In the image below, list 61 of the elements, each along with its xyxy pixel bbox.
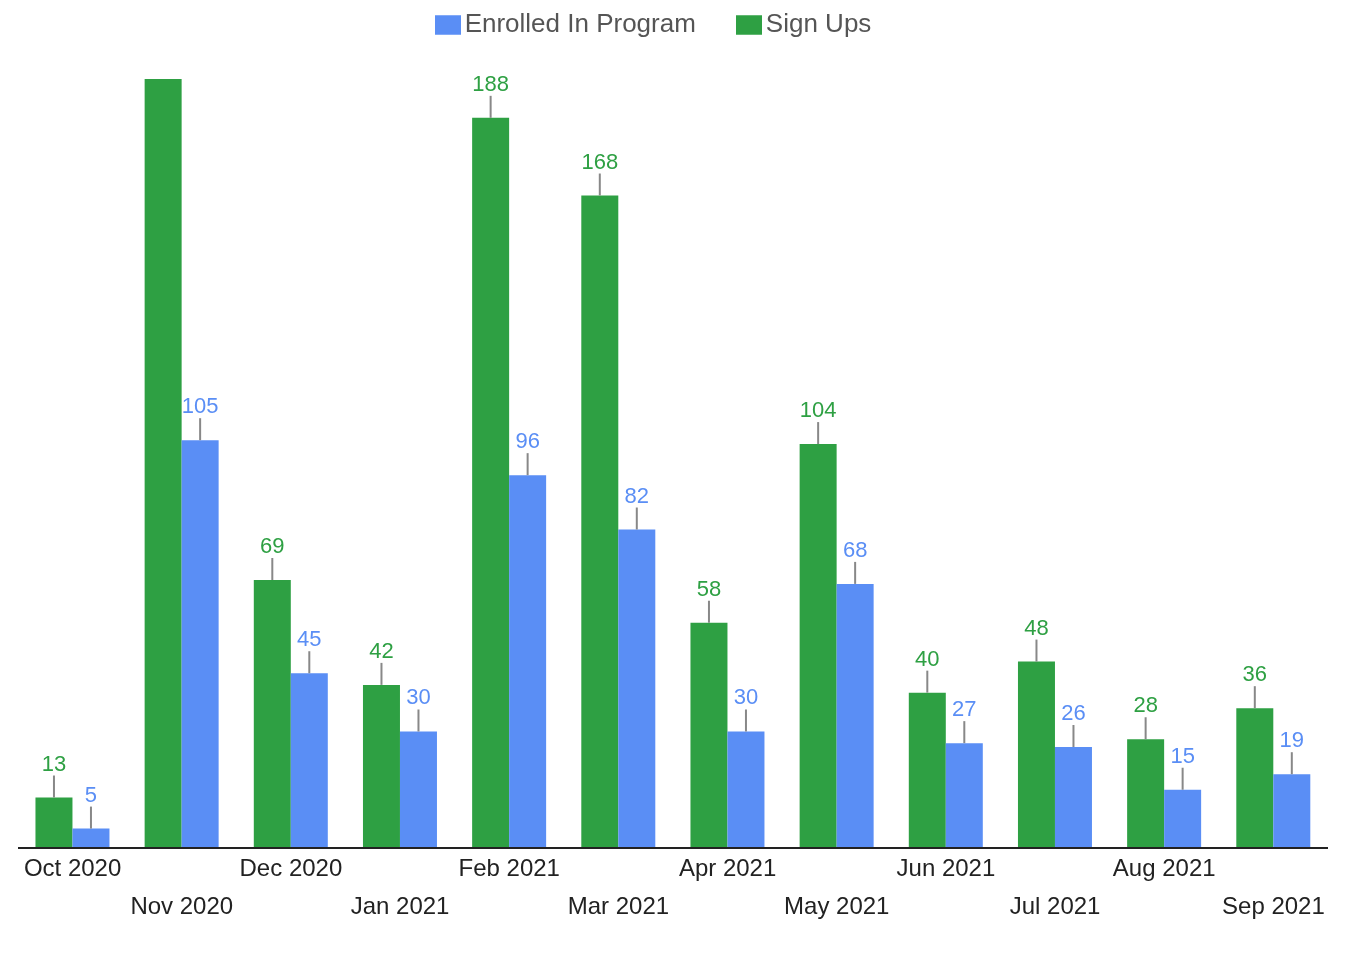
x-tick-label: Dec 2020 (239, 854, 343, 881)
data-label: 188 (472, 70, 509, 96)
bar (362, 684, 400, 848)
data-label: 36 (1242, 661, 1268, 687)
x-tick-label: Oct 2020 (23, 854, 122, 881)
legend-label: Enrolled In Program (464, 8, 696, 38)
data-label: 28 (1133, 692, 1158, 718)
data-label: 104 (799, 397, 837, 423)
x-tick-label: Nov 2020 (130, 892, 234, 919)
bar (472, 117, 510, 848)
data-label: 168 (581, 148, 619, 174)
bar (1054, 747, 1092, 848)
x-tick-label: Jul 2021 (1009, 892, 1101, 919)
bar (908, 692, 946, 848)
bar (1236, 708, 1274, 848)
data-label: 96 (515, 428, 540, 454)
bar (618, 529, 656, 848)
data-label: 19 (1279, 727, 1305, 753)
bar (399, 731, 437, 848)
bar (799, 444, 837, 848)
data-label: 40 (915, 645, 940, 671)
data-label: 68 (842, 536, 868, 562)
bar (581, 195, 619, 848)
x-tick-label: Apr 2021 (678, 854, 777, 881)
bar (144, 79, 182, 848)
data-label: 13 (41, 750, 67, 776)
bar (1273, 774, 1311, 848)
x-tick-label: Jun 2021 (896, 854, 996, 881)
bar (690, 622, 728, 848)
bar (509, 475, 547, 848)
bar (290, 673, 328, 848)
bar (727, 731, 765, 848)
bar (253, 580, 291, 848)
data-label: 15 (1170, 742, 1195, 768)
x-tick-label: Sep 2021 (1222, 892, 1325, 919)
bar (836, 583, 874, 848)
data-label: 45 (297, 626, 322, 652)
x-tick-label: Aug 2021 (1112, 854, 1216, 881)
data-label: 26 (1061, 700, 1086, 726)
data-label: 5 (84, 781, 98, 807)
data-label: 27 (952, 696, 977, 722)
data-label: 105 (181, 393, 219, 419)
x-tick-label: Jan 2021 (350, 892, 450, 919)
x-tick-label: May 2021 (784, 892, 890, 919)
data-label: 82 (624, 482, 650, 508)
bar (35, 797, 73, 848)
data-label: 42 (369, 637, 394, 663)
data-label: 69 (260, 533, 285, 559)
data-label: 58 (696, 575, 722, 601)
data-label: 30 (406, 684, 431, 710)
x-tick-label: Mar 2021 (567, 892, 670, 919)
bar (1164, 789, 1202, 848)
data-label: 48 (1024, 614, 1049, 640)
bar (72, 828, 110, 848)
legend-label: Sign Ups (765, 8, 872, 38)
bar (945, 743, 983, 848)
bar (181, 440, 219, 848)
bar (1127, 739, 1165, 848)
bar (1017, 661, 1055, 848)
data-label: 30 (733, 684, 759, 710)
x-tick-label: Feb 2021 (458, 854, 560, 881)
